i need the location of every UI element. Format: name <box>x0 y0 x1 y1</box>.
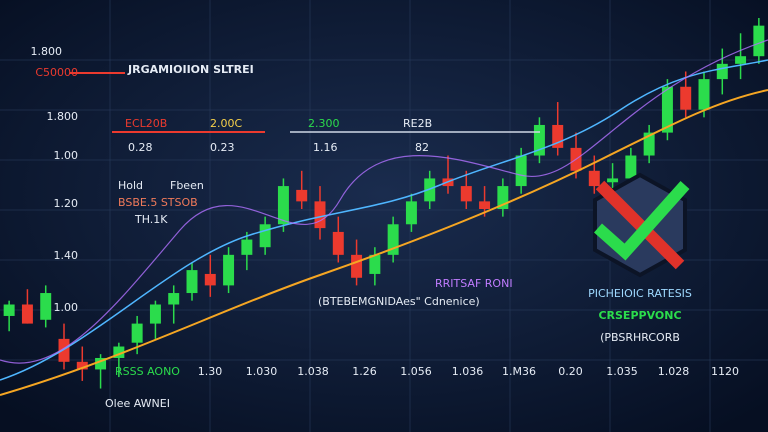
candle-body <box>241 239 253 255</box>
candle-body <box>204 273 216 286</box>
candle-body <box>533 124 545 156</box>
x-label: 1.035 <box>606 365 638 378</box>
x-label: 1.056 <box>400 365 432 378</box>
y-label: 1.00 <box>54 301 79 314</box>
footer: Olee AWNEI <box>105 397 170 410</box>
level-label: 2.300 <box>308 117 340 130</box>
candle-body <box>296 189 308 202</box>
candle-body <box>21 304 33 324</box>
level-value: 1.16 <box>313 141 338 154</box>
candle-body <box>76 361 88 370</box>
candle-body <box>405 201 417 225</box>
candle-body <box>698 79 710 110</box>
y-label: 1.00 <box>54 149 79 162</box>
level-value: 0.28 <box>128 141 153 154</box>
legend-text: BSBE.5 STSOB <box>118 196 198 209</box>
x-label: 1120 <box>711 365 739 378</box>
x-label: 0.20 <box>558 365 583 378</box>
candle-body <box>259 224 271 248</box>
legend-text: Fbeen <box>170 179 204 192</box>
candle-body <box>223 254 235 286</box>
y-label: C50000 <box>35 66 78 79</box>
candle-body <box>515 155 527 187</box>
candle-body <box>479 201 491 209</box>
level-label: 2.00C <box>210 117 242 130</box>
candle-body <box>607 178 619 183</box>
x-label: 1.30 <box>198 365 223 378</box>
candle-body <box>680 86 692 110</box>
level-label: RE2B <box>403 117 432 130</box>
candle-body <box>3 304 15 316</box>
y-label: 1.800 <box>47 110 79 123</box>
candle-body <box>588 170 600 187</box>
candle-body <box>625 155 637 179</box>
candle-body <box>716 63 728 80</box>
x-label: RSSS AONO <box>115 365 180 378</box>
candle-body <box>314 201 326 229</box>
candle-body <box>332 231 344 255</box>
candle-body <box>460 186 472 202</box>
x-label: 1.038 <box>297 365 329 378</box>
y-label: 1.800 <box>31 45 63 58</box>
logo <box>593 172 690 278</box>
side-text: PICHEIOIC RATESIS <box>588 287 692 300</box>
candle-body <box>149 304 161 324</box>
side-text: (PBSRHRCORB <box>600 331 680 344</box>
candle-body <box>661 86 673 133</box>
candle-body <box>186 270 198 294</box>
average-line <box>0 39 768 364</box>
y-label: 1.20 <box>54 197 79 210</box>
average-line <box>0 59 768 381</box>
chart-title: JRGAMIOIION SLTREI <box>127 63 254 76</box>
x-label: 1.028 <box>658 365 690 378</box>
candle-body <box>277 186 289 225</box>
candle-body <box>735 56 747 64</box>
candle-body <box>369 254 381 274</box>
annotation: RRITSAF RONI <box>435 277 513 290</box>
candle-body <box>113 346 125 358</box>
candle-body <box>424 178 436 202</box>
candle-body <box>58 338 70 362</box>
candle-body <box>643 132 655 156</box>
candle-body <box>168 293 180 305</box>
candle-body <box>552 124 564 148</box>
legend-text: TH.1K <box>134 213 168 226</box>
candle-body <box>40 293 52 320</box>
annotation: (BTEBEMGNIDAes" Cdnenice) <box>318 295 480 308</box>
candle-body <box>95 357 107 370</box>
candle-body <box>497 186 509 209</box>
side-text: CRSEPPVONC <box>598 309 681 322</box>
level-value: 82 <box>415 141 429 154</box>
level-value: 0.23 <box>210 141 235 154</box>
x-label: 1.036 <box>452 365 484 378</box>
legend-text: Hold <box>118 179 143 192</box>
candle-body <box>131 323 143 343</box>
x-label: 1.M36 <box>502 365 536 378</box>
x-label: 1.030 <box>246 365 278 378</box>
trend-line <box>0 89 768 396</box>
candle-body <box>387 224 399 255</box>
plot <box>3 18 765 389</box>
candle-body <box>753 25 765 57</box>
x-label: 1.26 <box>352 365 377 378</box>
y-label: 1.40 <box>54 249 79 262</box>
level-label: ECL20B <box>125 117 167 130</box>
candle-body <box>351 254 363 278</box>
